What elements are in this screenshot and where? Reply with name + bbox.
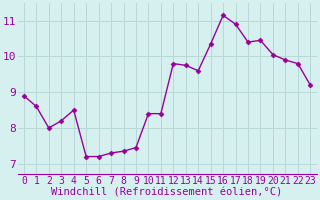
X-axis label: Windchill (Refroidissement éolien,°C): Windchill (Refroidissement éolien,°C) [52, 187, 283, 197]
